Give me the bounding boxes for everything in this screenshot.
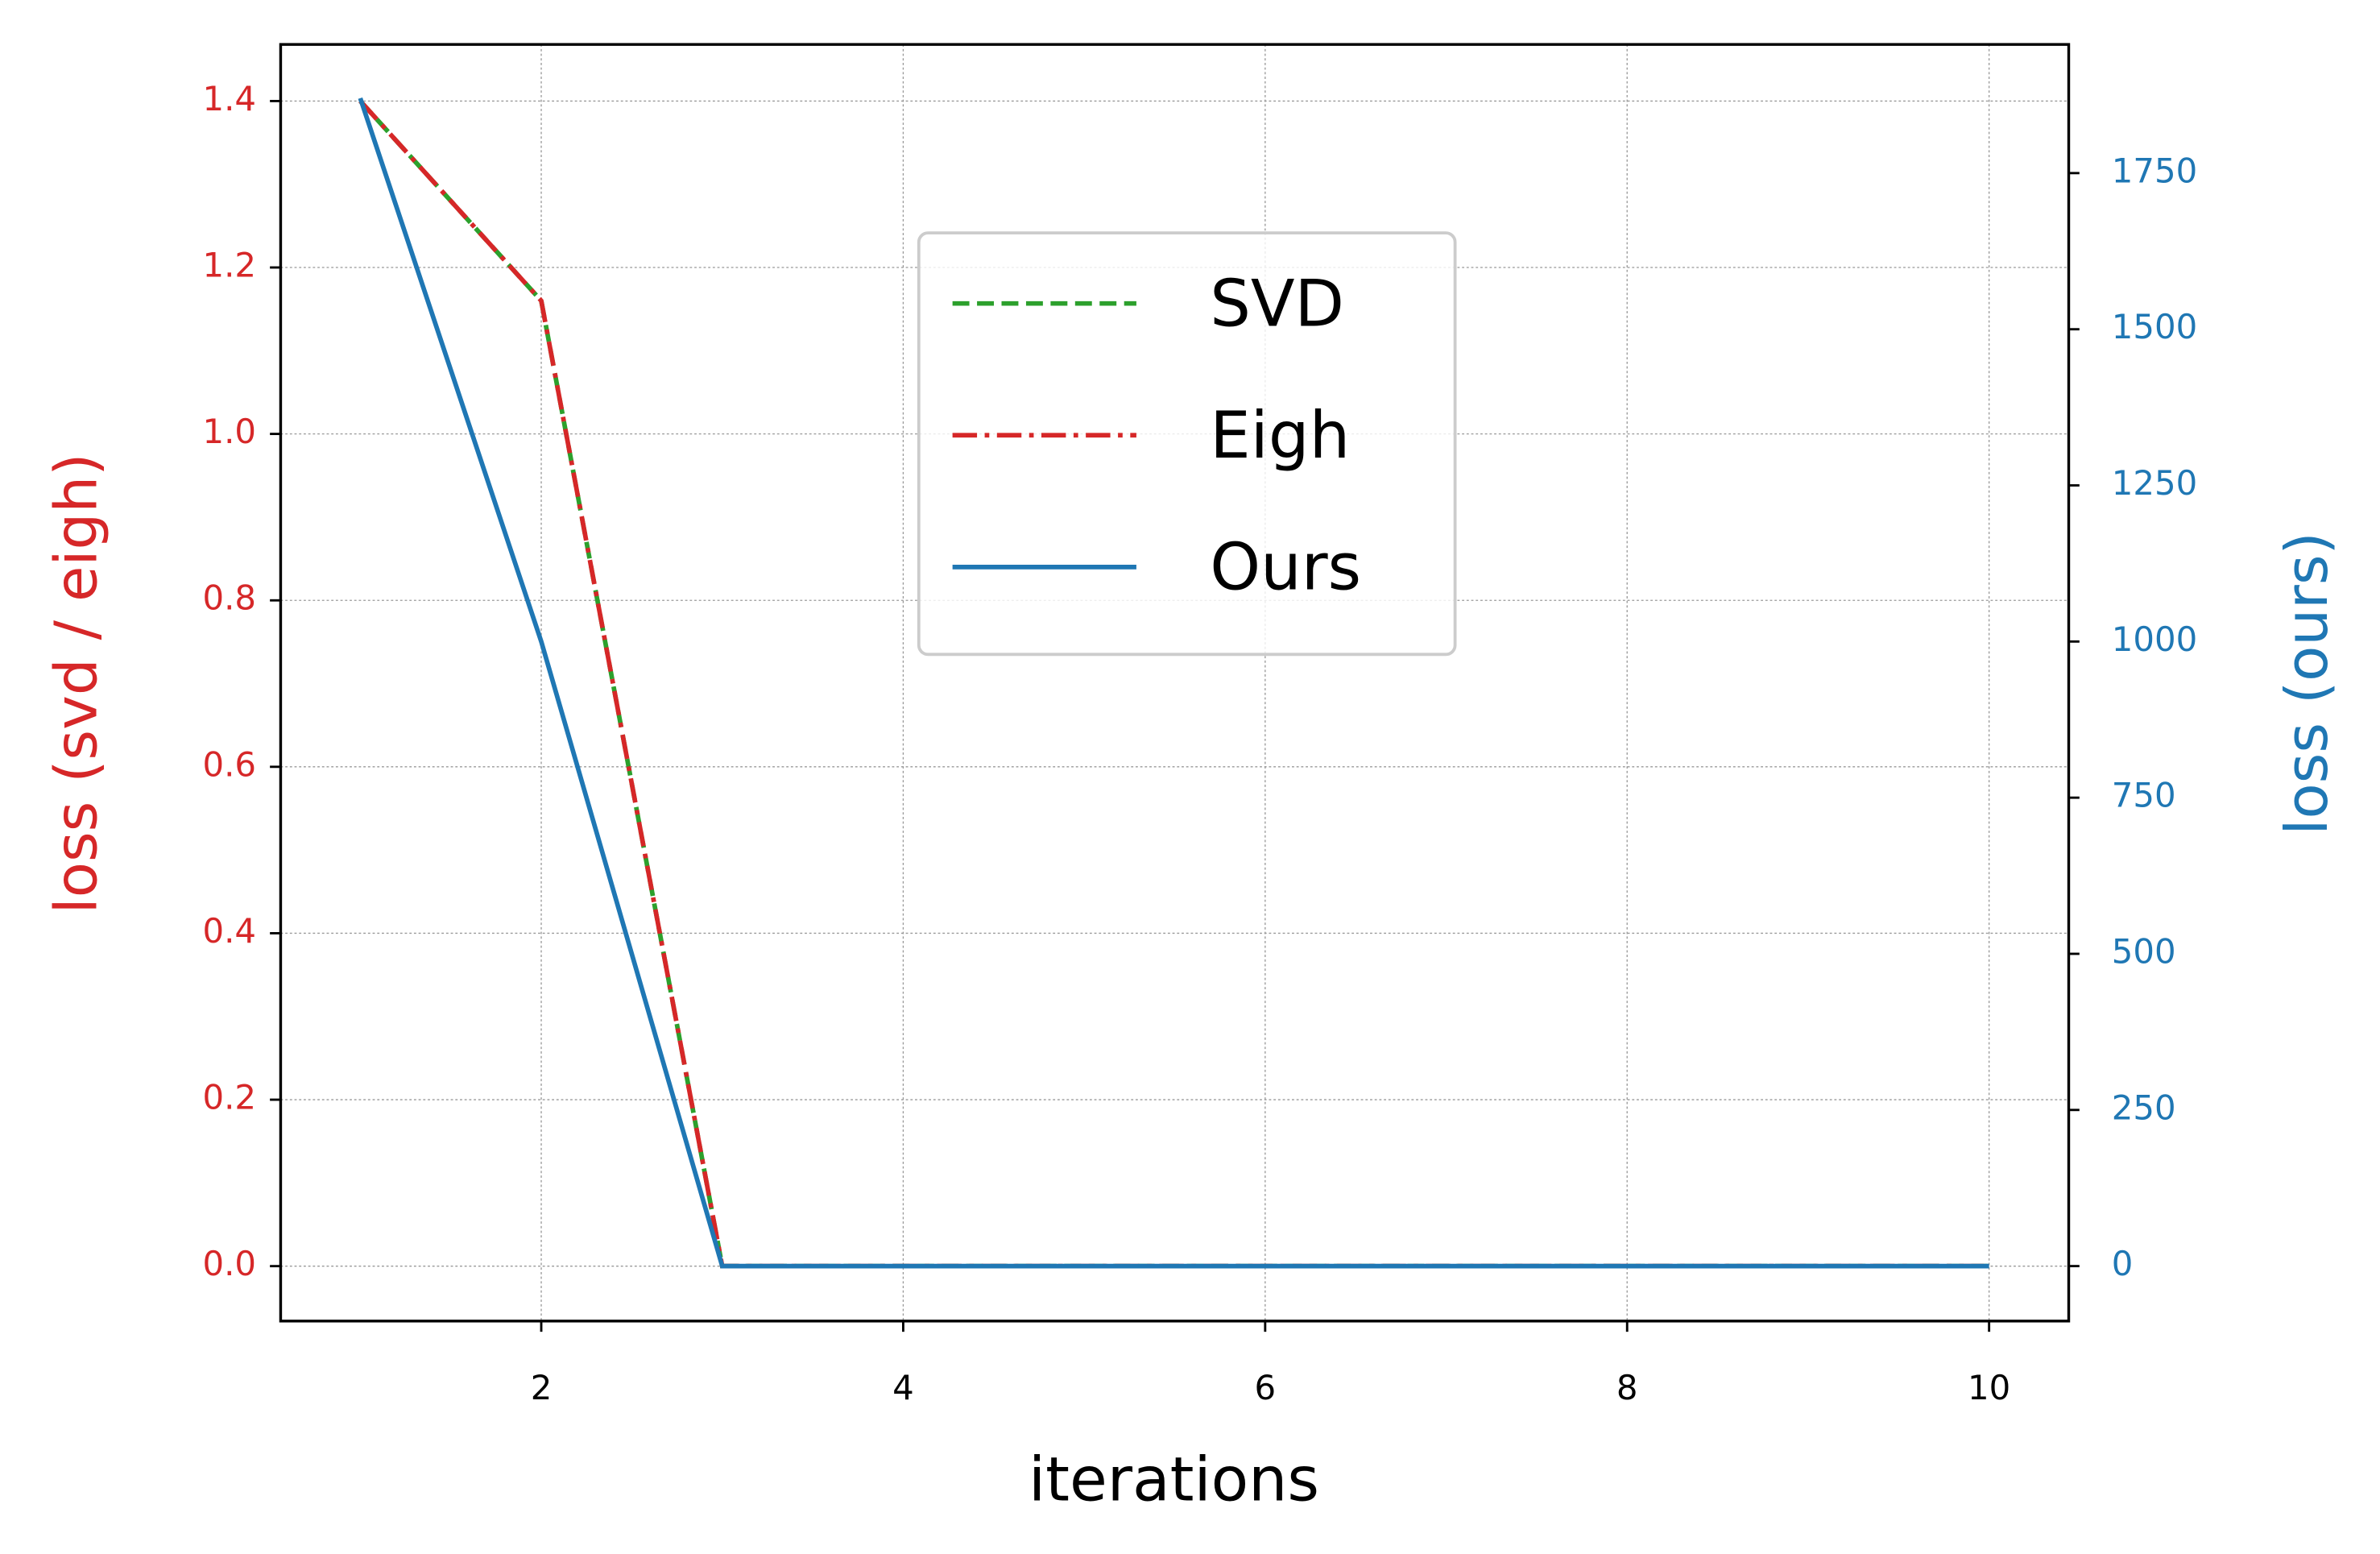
plot-frame [279,43,2071,1323]
legend-label: Ours [1210,530,1361,605]
y-tick-label: 0.8 [202,578,256,618]
y2-tick-label: 1000 [2112,620,2198,659]
x-axis-label: iterations [1029,1443,1319,1515]
y2-axis-label: loss (ours) [2274,532,2341,835]
y-tick-label: 0.6 [202,744,256,784]
x-tick-label: 8 [1616,1368,1638,1407]
y-tick-label: 1.2 [202,246,256,285]
x-tick-label: 2 [531,1368,553,1407]
legend-box [917,231,1457,657]
legend-label: SVD [1210,266,1344,341]
x-tick-label: 4 [892,1368,914,1407]
y2-tick-label: 1500 [2112,307,2198,346]
y-tick-label: 0.4 [202,911,256,951]
y-tick-label: 0.2 [202,1078,256,1117]
y2-tick-label: 1750 [2112,151,2198,190]
y2-tick-label: 500 [2112,931,2176,971]
y-tick-label: 1.4 [202,79,256,118]
series-line [358,97,1989,1269]
x-tick-label: 10 [1968,1368,2010,1407]
y2-tick-label: 250 [2112,1088,2176,1127]
legend-label: Eigh [1210,398,1350,473]
y-tick-label: 0.0 [202,1244,256,1283]
y2-tick-label: 1250 [2112,463,2198,503]
x-tick-label: 6 [1255,1368,1277,1407]
y-tick-label: 1.0 [202,412,256,451]
y2-tick-label: 750 [2112,776,2176,815]
legend: SVD Eigh Ours [917,231,1457,657]
y2-tick-label: 0 [2112,1244,2134,1283]
y-axis-label: loss (svd / eigh) [43,454,110,914]
